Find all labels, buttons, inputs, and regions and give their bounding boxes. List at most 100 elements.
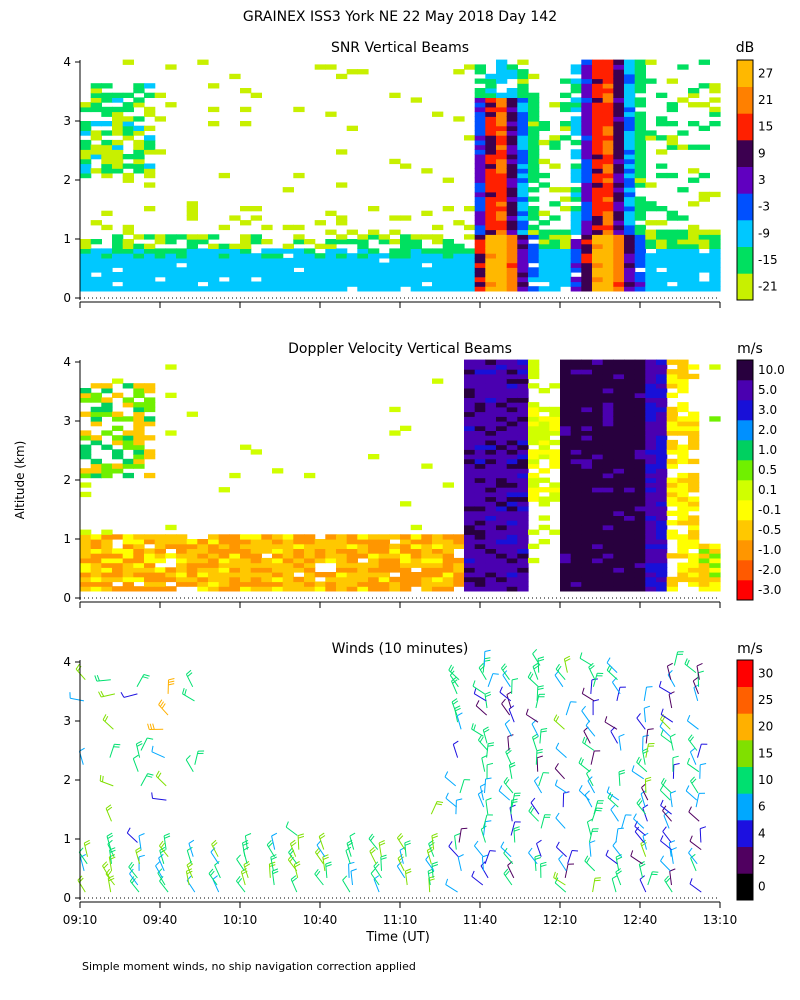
- heatmap-cell: [581, 88, 593, 94]
- heatmap-cell: [656, 496, 668, 502]
- heatmap-cell: [112, 435, 124, 441]
- heatmap-cell: [474, 383, 486, 389]
- heatmap-cell: [624, 557, 636, 564]
- wind-barb-flag: [451, 676, 457, 682]
- heatmap-cell: [112, 154, 124, 160]
- heatmap-cell: [560, 529, 572, 535]
- heatmap-cell: [538, 257, 550, 264]
- heatmap-cell: [250, 239, 262, 245]
- heatmap-cell: [602, 458, 614, 465]
- heatmap-cell: [346, 229, 358, 235]
- wind-barb-flag: [541, 728, 548, 730]
- heatmap-cell: [581, 276, 593, 283]
- heatmap-cell: [624, 196, 636, 202]
- heatmap-cell: [464, 224, 476, 231]
- heatmap-cell: [624, 224, 636, 231]
- heatmap-cell: [112, 168, 124, 174]
- heatmap-cell: [581, 78, 593, 84]
- heatmap-cell: [602, 496, 614, 502]
- heatmap-cell: [250, 539, 262, 545]
- heatmap-cell: [602, 83, 614, 89]
- heatmap-cell: [485, 106, 497, 113]
- wind-barb: [662, 810, 672, 822]
- wind-barb-flag: [208, 868, 214, 874]
- heatmap-cell: [378, 286, 390, 292]
- heatmap-cell: [613, 92, 625, 98]
- heatmap-cell: [496, 130, 508, 136]
- heatmap-cell: [592, 139, 604, 146]
- heatmap-cell: [464, 449, 476, 455]
- heatmap-cell: [240, 286, 252, 292]
- heatmap-cell: [389, 543, 401, 549]
- heatmap-cell: [208, 106, 220, 113]
- heatmap-cell: [506, 182, 518, 188]
- heatmap-cell: [90, 539, 102, 545]
- y-axis-label: Altitude (km): [13, 441, 27, 520]
- heatmap-cell: [261, 586, 273, 592]
- heatmap-cell: [314, 253, 326, 259]
- heatmap-cell: [528, 253, 540, 259]
- heatmap-cell: [261, 567, 273, 573]
- wind-barb: [188, 843, 194, 857]
- heatmap-cell: [624, 154, 636, 160]
- heatmap-cell: [368, 567, 380, 573]
- heatmap-cell: [218, 562, 230, 568]
- heatmap-cell: [165, 430, 177, 436]
- heatmap-cell: [496, 572, 508, 578]
- heatmap-cell: [90, 239, 102, 245]
- heatmap-cell: [506, 529, 518, 535]
- heatmap-cell: [112, 572, 124, 578]
- heatmap-cell: [464, 581, 476, 587]
- heatmap-cell: [517, 262, 529, 268]
- heatmap-cell: [218, 567, 230, 573]
- heatmap-cell: [645, 286, 657, 292]
- colorbar-label: 25: [758, 693, 773, 707]
- heatmap-cell: [197, 257, 209, 264]
- wind-barb-flag: [484, 649, 491, 652]
- wind-barb: [478, 739, 489, 751]
- wind-barb-flag: [638, 800, 643, 806]
- wind-barb-flag: [503, 868, 509, 874]
- heatmap-cell: [496, 257, 508, 264]
- heatmap-cell: [485, 529, 497, 535]
- heatmap-cell: [592, 586, 604, 592]
- heatmap-cell: [688, 248, 700, 254]
- colorbar-swatch: [737, 480, 753, 501]
- heatmap-cell: [581, 491, 593, 498]
- heatmap-cell: [112, 125, 124, 131]
- heatmap-cell: [474, 468, 486, 474]
- wind-barb: [692, 680, 699, 695]
- y-tick-label: 2: [63, 773, 71, 787]
- wind-barb-flag: [639, 863, 646, 868]
- heatmap-cell: [485, 576, 497, 583]
- heatmap-cell: [613, 267, 625, 273]
- heatmap-cell: [80, 257, 92, 264]
- heatmap-cell: [602, 378, 614, 384]
- heatmap-cell: [592, 253, 604, 259]
- heatmap-cell: [709, 191, 721, 198]
- heatmap-cell: [101, 472, 113, 479]
- wind-barb-flag: [84, 839, 90, 844]
- heatmap-cell: [453, 581, 465, 587]
- heatmap-cell: [112, 557, 124, 564]
- heatmap-cell: [592, 378, 604, 384]
- heatmap-cell: [645, 567, 657, 573]
- heatmap-cell: [282, 224, 294, 231]
- heatmap-cell: [592, 543, 604, 549]
- heatmap-cell: [517, 543, 529, 549]
- heatmap-cell: [602, 439, 614, 446]
- heatmap-cell: [474, 369, 486, 375]
- heatmap-cell: [634, 364, 646, 370]
- heatmap-cell: [90, 168, 102, 174]
- heatmap-cell: [304, 553, 316, 559]
- heatmap-cell: [474, 125, 486, 131]
- heatmap-cell: [592, 392, 604, 398]
- heatmap-cell: [570, 572, 582, 578]
- heatmap-cell: [368, 534, 380, 540]
- heatmap-cell: [304, 281, 316, 287]
- heatmap-cell: [709, 281, 721, 287]
- wind-barb: [689, 751, 697, 765]
- heatmap-cell: [570, 106, 582, 113]
- heatmap-cell: [698, 172, 710, 179]
- heatmap-cell: [442, 548, 454, 554]
